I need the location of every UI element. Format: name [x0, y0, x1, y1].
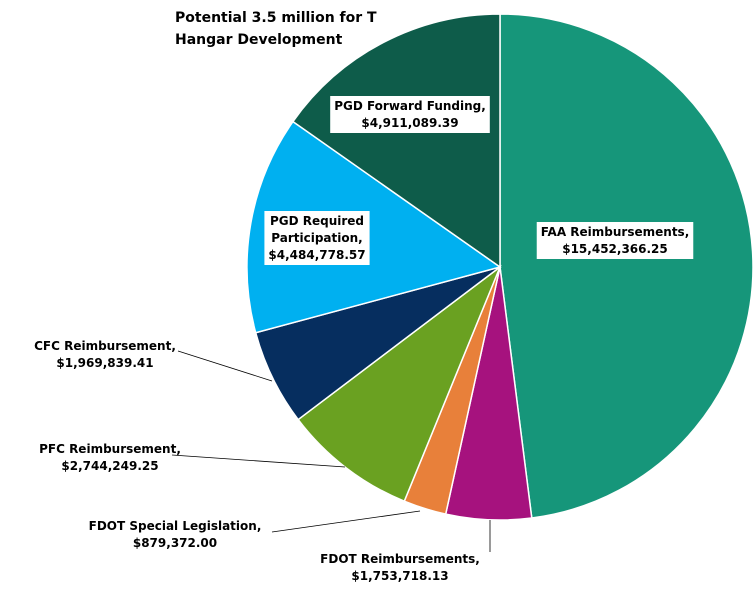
category-label: PGD Required Participation, [270, 214, 364, 245]
category-label: FDOT Reimbursements, [320, 552, 480, 566]
leader-line [171, 454, 346, 468]
value-label: $15,452,366.25 [562, 242, 668, 256]
value-label: $879,372.00 [133, 536, 217, 550]
data-label: CFC Reimbursement, $1,969,839.41 [34, 339, 176, 370]
category-line: Participation, [271, 231, 362, 245]
slices [246, 13, 753, 521]
label-box [264, 211, 370, 265]
label-box [330, 96, 490, 133]
category-label: CFC Reimbursement, [34, 339, 176, 353]
leader-line [177, 350, 273, 382]
data-label: FDOT Special Legislation, $879,372.00 [89, 519, 262, 550]
data-label: PGD Required Participation, $4,484,778.57 [264, 211, 370, 265]
value-label: $4,484,778.57 [268, 248, 365, 262]
category-label: FDOT Special Legislation, [89, 519, 262, 533]
value-label: $4,911,089.39 [361, 116, 458, 130]
annotation: Potential 3.5 million for T [175, 10, 377, 26]
pie-slice [246, 120, 502, 334]
leader-line [271, 510, 421, 533]
category-label: PGD Forward Funding, [334, 99, 486, 113]
annotation: Hangar Development [175, 32, 343, 48]
value-label: $1,753,718.13 [351, 569, 448, 583]
pie-slice [499, 13, 753, 519]
value-label: $1,969,839.41 [56, 356, 153, 370]
value-label: $2,744,249.25 [61, 459, 158, 473]
data-label: PGD Forward Funding, $4,911,089.39 [330, 96, 490, 133]
data-label: FAA Reimbursements, $15,452,366.25 [536, 222, 694, 259]
label-box [536, 222, 694, 259]
pie-slice [297, 264, 502, 503]
pie-slice [291, 13, 501, 269]
category-label: FAA Reimbursements, [541, 225, 690, 239]
data-label: FDOT Reimbursements, $1,753,718.13 [320, 552, 480, 583]
category-line: PGD Required [270, 214, 364, 228]
labels: FAA Reimbursements, $15,452,366.25 FDOT Re… [34, 96, 694, 583]
data-label: PFC Reimbursement, $2,744,249.25 [39, 442, 181, 473]
category-label: PFC Reimbursement, [39, 442, 181, 456]
